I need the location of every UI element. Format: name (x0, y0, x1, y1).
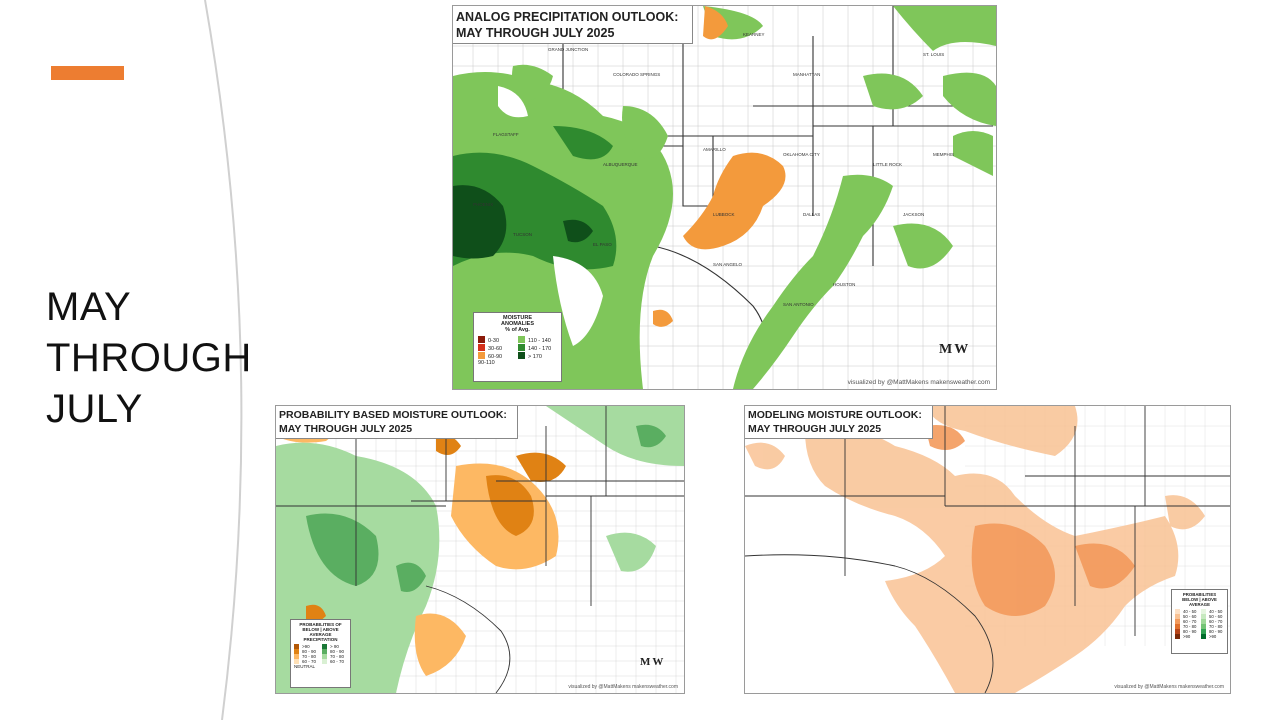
legend-item: 110 - 140 (518, 336, 551, 344)
legend-title: AVERAGE (309, 632, 332, 637)
probability-map-graphic (276, 406, 684, 693)
svg-text:FLAGSTAFF: FLAGSTAFF (493, 132, 519, 137)
svg-text:MEMPHIS: MEMPHIS (933, 152, 954, 157)
analog-map-graphic: GRAND JUNCTION COLORADO SPRINGS KEARNEY MA… (453, 6, 996, 389)
legend-title: AVERAGE (1189, 602, 1210, 607)
legend-item: 70 - 80 (322, 654, 344, 659)
map-credit: visualized by @MattMakens makensweather.… (568, 684, 678, 690)
legend-item: 140 - 170 (518, 344, 551, 352)
legend-item: > 170 (518, 352, 551, 360)
svg-text:JACKSON: JACKSON (903, 212, 924, 217)
legend-title: BELOW | ABOVE (1182, 597, 1217, 602)
legend-item: > 90 (322, 644, 344, 649)
legend-item: NEUTRAL (294, 664, 316, 669)
legend-title: ANOMALIES (501, 321, 534, 327)
legend-item: 80 - 90 (1175, 629, 1201, 634)
legend-item: >90 (1175, 634, 1201, 639)
analog-precipitation-map: GRAND JUNCTION COLORADO SPRINGS KEARNEY MA… (452, 5, 997, 390)
legend-title: PROBABILITIES OF (299, 622, 342, 627)
map-legend: PROBABILITIES BELOW | ABOVE AVERAGE 40 -… (1171, 589, 1228, 654)
legend-item: 90-110 (478, 360, 495, 366)
title-line: JULY (46, 387, 143, 431)
legend-item: 40 - 50 (1175, 609, 1201, 614)
map-credit: visualized by @MattMakens makensweather.… (847, 379, 990, 386)
svg-text:HOUSTON: HOUSTON (833, 282, 855, 287)
legend-item: 70 - 80 (294, 654, 322, 659)
legend-item: 0-30 (478, 336, 518, 344)
legend-item: 80 - 90 (322, 649, 344, 654)
svg-text:ALBUQUERQUE: ALBUQUERQUE (603, 162, 638, 167)
svg-text:GRAND JUNCTION: GRAND JUNCTION (548, 47, 588, 52)
legend-item: 70 - 80 (1175, 624, 1201, 629)
legend-item: >90 (294, 644, 322, 649)
legend-item: 80 - 90 (1201, 629, 1222, 634)
modeling-map-graphic (745, 406, 1230, 693)
svg-text:ST. LOUIS: ST. LOUIS (923, 52, 944, 57)
svg-text:SAN ANGELO: SAN ANGELO (713, 262, 743, 267)
svg-text:SAN ANTONIO: SAN ANTONIO (783, 302, 814, 307)
makens-weather-logo: MW (939, 342, 971, 357)
legend-item: 60 - 70 (294, 659, 322, 664)
svg-text:KEARNEY: KEARNEY (743, 32, 765, 37)
legend-item: 50 - 60 (1175, 614, 1201, 619)
title-line: MAY (46, 285, 132, 329)
slide-title: MAY THROUGH JULY (46, 282, 252, 435)
legend-item: 80 - 90 (294, 649, 322, 654)
map-legend: MOISTURE ANOMALIES % of Avg. 0-30 30-60 … (473, 312, 562, 382)
map-legend: PROBABILITIES OF BELOW | ABOVE AVERAGE P… (290, 619, 351, 688)
map-title-line: MAY THROUGH JULY 2025 (748, 422, 882, 435)
svg-text:DALLAS: DALLAS (803, 212, 820, 217)
legend-item: 30-60 (478, 344, 518, 352)
legend-title: PRECIPITATION (303, 637, 338, 642)
probability-moisture-map: PROBABILITY BASED MOISTURE OUTLOOK: MAY … (275, 405, 685, 694)
legend-title: BELOW | ABOVE (302, 627, 339, 632)
title-line: THROUGH (46, 336, 252, 380)
svg-text:LITTLE ROCK: LITTLE ROCK (873, 162, 902, 167)
makens-weather-logo: MW (640, 656, 666, 668)
legend-item: 70 - 80 (1201, 624, 1222, 629)
modeling-moisture-map: MODELING MOISTURE OUTLOOK: MAY THROUGH J… (744, 405, 1231, 694)
svg-text:EL PASO: EL PASO (593, 242, 612, 247)
svg-text:TUCSON: TUCSON (513, 232, 532, 237)
map-title-line: MAY THROUGH JULY 2025 (456, 26, 615, 40)
map-title-line: ANALOG PRECIPITATION OUTLOOK: (456, 10, 679, 24)
map-title: PROBABILITY BASED MOISTURE OUTLOOK: MAY … (276, 406, 518, 439)
svg-text:PHOENIX: PHOENIX (473, 202, 493, 207)
legend-item: >90 (1201, 634, 1222, 639)
svg-text:OKLAHOMA CITY: OKLAHOMA CITY (783, 152, 820, 157)
legend-item: 60 - 70 (1201, 619, 1222, 624)
svg-text:LUBBOCK: LUBBOCK (713, 212, 735, 217)
legend-item: 50 - 60 (1201, 614, 1222, 619)
legend-item: 60 - 70 (1175, 619, 1201, 624)
map-credit: visualized by @MattMakens makensweather.… (1114, 684, 1224, 690)
legend-title: MOISTURE (502, 315, 533, 321)
map-title-line: MAY THROUGH JULY 2025 (279, 422, 413, 435)
legend-title: % of Avg. (505, 327, 530, 333)
legend-item: 60-90 (478, 352, 518, 360)
map-title-line: MODELING MOISTURE OUTLOOK: (748, 409, 922, 421)
legend-item: 40 - 50 (1201, 609, 1222, 614)
legend-title: PROBABILITIES (1182, 592, 1217, 597)
accent-bar (51, 66, 124, 80)
svg-text:AMARILLO: AMARILLO (703, 147, 726, 152)
legend-item: 60 - 70 (322, 659, 344, 664)
map-title: MODELING MOISTURE OUTLOOK: MAY THROUGH J… (745, 406, 933, 439)
svg-text:MANHATTAN: MANHATTAN (793, 72, 820, 77)
map-title: ANALOG PRECIPITATION OUTLOOK: MAY THROUG… (453, 6, 694, 44)
svg-text:COLORADO SPRINGS: COLORADO SPRINGS (613, 72, 660, 77)
map-title-line: PROBABILITY BASED MOISTURE OUTLOOK: (279, 409, 507, 421)
